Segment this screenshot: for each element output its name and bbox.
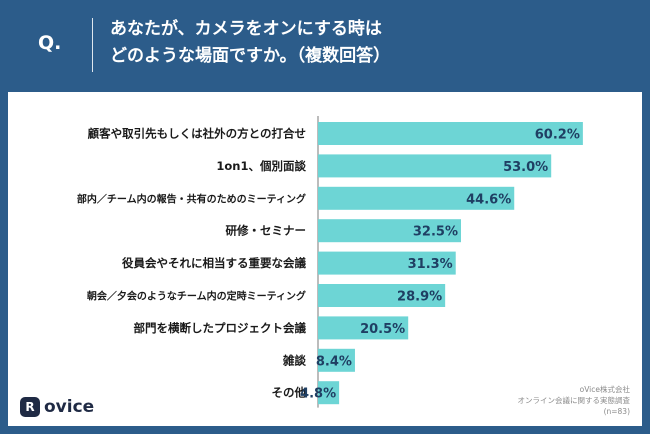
ovice-logo: R ovice — [20, 397, 94, 417]
bar — [318, 381, 340, 405]
value-label: 8.4% — [316, 354, 352, 369]
value-label: 44.6% — [466, 192, 511, 207]
bar — [318, 316, 409, 340]
question-title-line-2: どのような場面ですか。（複数回答） — [110, 46, 391, 66]
header-divider — [92, 18, 93, 72]
source-survey: オンライン会議に関する実態調査 — [517, 396, 631, 405]
question-label: Q. — [38, 32, 62, 54]
value-label: 60.2% — [535, 128, 580, 143]
logo-wordmark: ovice — [44, 397, 95, 417]
bar — [318, 348, 355, 372]
bar — [318, 186, 515, 210]
category-label: 朝会／夕会のようなチーム内の定時ミーティング — [87, 290, 306, 303]
bar — [318, 154, 552, 178]
source-note: oVice株式会社 オンライン会議に関する実態調査 (n=83) — [518, 384, 631, 417]
value-label: 4.8% — [300, 387, 336, 402]
value-label: 32.5% — [413, 225, 458, 240]
bar — [318, 251, 456, 275]
value-label: 53.0% — [503, 160, 548, 175]
bar — [318, 284, 446, 307]
source-sample-size: (n=83) — [603, 407, 630, 416]
question-title: あなたが、カメラをオンにする時は どのような場面ですか。（複数回答） — [110, 16, 390, 70]
value-label: 31.3% — [408, 257, 453, 272]
logo-mark-icon: R — [20, 397, 40, 417]
category-label: その他 — [272, 386, 307, 400]
category-label: 役員会やそれに相当する重要な会議 — [122, 256, 306, 270]
category-label: 1on1、個別面談 — [216, 159, 306, 173]
header: Q. あなたが、カメラをオンにする時は どのような場面ですか。（複数回答） — [0, 0, 650, 88]
bar — [318, 122, 583, 145]
question-title-line-1: あなたが、カメラをオンにする時は — [110, 19, 382, 39]
category-label: 部内／チーム内の報告・共有のためのミーティング — [77, 192, 306, 205]
source-company: oVice株式会社 — [579, 385, 630, 394]
bar — [318, 219, 461, 243]
category-label: 研修・セミナー — [226, 224, 307, 238]
category-label: 部門を横断したプロジェクト会議 — [134, 321, 307, 335]
category-label: 顧客や取引先もしくは社外の方との打合せ — [88, 127, 306, 141]
category-label: 雑談 — [282, 353, 306, 367]
value-label: 28.9% — [397, 290, 442, 305]
value-label: 20.5% — [360, 322, 405, 337]
